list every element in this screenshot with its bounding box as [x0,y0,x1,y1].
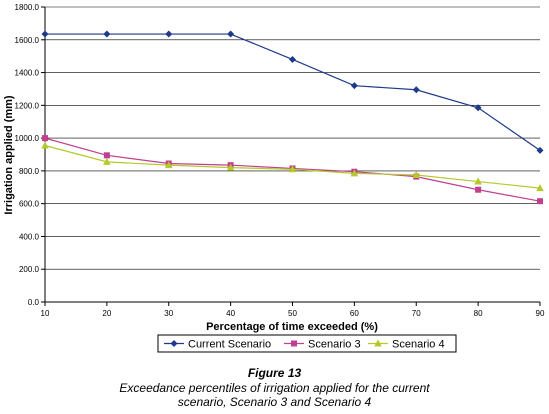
data-point [474,104,482,112]
x-tick-label: 90 [536,309,545,318]
figure-caption: Figure 13 Exceedance percentiles of irri… [0,366,549,409]
y-tick-label: 0.0 [28,298,40,307]
x-tick-label: 80 [474,309,483,318]
data-point [536,146,544,154]
y-axis-title: Irrigation applied (mm) [3,95,15,215]
y-tick-label: 1600.0 [15,36,40,45]
data-point [537,198,543,205]
data-point [412,86,420,94]
y-tick-label: 1800.0 [15,3,40,12]
y-tick-label: 1200.0 [15,101,40,110]
legend-label: Scenario 4 [392,339,445,351]
legend-marker [170,340,178,347]
x-tick-label: 60 [350,309,359,318]
x-axis-ticks: 10 20 30 40 50 60 70 80 90 [41,302,545,318]
data-point [103,157,111,165]
y-tick-label: 1000.0 [15,134,40,143]
data-point [41,141,49,149]
series-line [45,33,541,151]
data-point [474,177,482,185]
data-point [289,55,296,63]
legend-box [157,334,457,353]
data-point [165,30,173,38]
legend-item: Scenario 4 [368,339,445,351]
data-point [226,163,235,171]
x-tick-label: 50 [288,309,297,318]
y-tick-label: 400.0 [19,232,40,241]
x-tick-label: 70 [412,309,421,318]
figure-description: Exceedance percentiles of irrigation app… [119,381,430,409]
x-tick-label: 20 [102,309,111,318]
y-tick-label: 1400.0 [15,69,40,78]
gridlines [45,6,540,270]
x-tick-label: 10 [41,309,50,318]
legend-marker [291,340,297,347]
x-tick-label: 40 [226,309,235,318]
legend-item: Current Scenario [164,339,271,351]
data-point [536,184,544,192]
data-point [103,152,110,159]
data-point [350,82,358,90]
series-1 [41,30,544,154]
legend: Current Scenario Scenario 3 Scenario 4 [157,334,457,353]
data-point [164,161,173,169]
data-point [227,30,235,38]
data-point [103,30,111,38]
data-point [288,165,297,173]
y-axis-ticks: 0.0 200.0 400.0 600.0 800.0 1000.0 1200.0 1400.… [15,3,45,307]
y-tick-label: 800.0 [19,167,40,176]
line-chart: 0.0 200.0 400.0 600.0 800.0 1000.0 1200.0 1400.… [3,3,545,353]
series-3 [41,141,544,192]
x-tick-label: 30 [164,309,173,318]
data-point [41,30,49,38]
data-point [475,186,482,193]
data-point [412,170,421,178]
data-point [350,169,359,177]
legend-label: Scenario 3 [308,339,361,351]
legend-item: Scenario 3 [284,339,361,351]
series-layer [41,30,544,205]
y-tick-label: 600.0 [19,200,40,209]
y-tick-label: 200.0 [19,265,40,274]
figure-label: Figure 13 [247,366,302,380]
x-axis-title: Percentage of time exceeded (%) [206,321,378,333]
legend-label: Current Scenario [188,339,271,351]
data-point [42,135,48,142]
legend-marker [374,339,382,347]
